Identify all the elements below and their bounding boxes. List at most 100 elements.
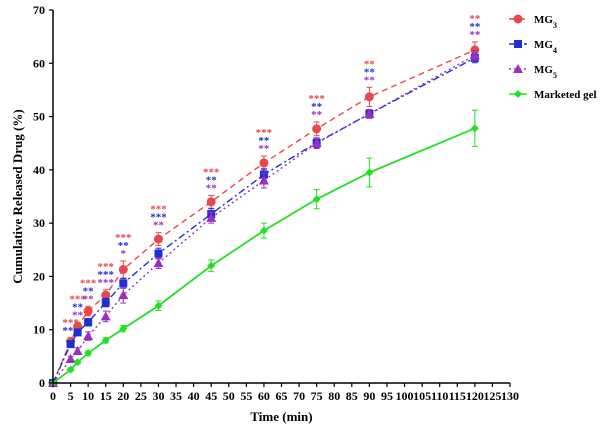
- legend: MG3 MG4 MG5 Marketed gel: [509, 14, 597, 101]
- legend-item-1: MG4: [509, 39, 557, 55]
- y-tick-label: 10: [33, 323, 45, 337]
- y-tick-label: 0: [39, 376, 45, 390]
- data-point: [100, 311, 111, 321]
- series-1: [49, 52, 479, 387]
- significance-mark: **: [311, 101, 323, 113]
- x-tick-label: 35: [170, 389, 182, 403]
- data-point: [119, 279, 128, 288]
- series-line: [52, 54, 476, 384]
- data-point: [83, 306, 93, 316]
- y-tick-label: 70: [33, 3, 45, 17]
- data-point: [470, 45, 480, 55]
- legend-label: Marketed gel: [534, 89, 597, 101]
- data-point: [101, 290, 111, 300]
- data-point: [259, 158, 269, 168]
- significance-mark: ***: [256, 127, 273, 139]
- x-tick-label: 90: [363, 389, 375, 403]
- legend-marker: [513, 14, 523, 24]
- x-tick-label: 105: [413, 389, 431, 403]
- data-point: [66, 365, 75, 374]
- legend-label-subscript: 4: [553, 46, 557, 55]
- legend-item-3: Marketed gel: [509, 89, 597, 101]
- y-axis-title: Cumulative Released Drug (%): [10, 109, 25, 283]
- series-line: [52, 57, 476, 384]
- significance-mark: **: [118, 240, 130, 252]
- significance-mark: ***: [150, 212, 167, 224]
- x-tick-label: 80: [328, 389, 340, 403]
- data-point: [72, 346, 83, 356]
- significance-annotations: ****************************************…: [62, 13, 481, 337]
- legend-label-subscript: 5: [553, 71, 557, 80]
- x-tick-label: 100: [396, 389, 414, 403]
- significance-mark: **: [83, 285, 95, 297]
- data-point: [84, 318, 93, 327]
- data-point: [470, 124, 479, 133]
- x-tick-label: 50: [223, 389, 235, 403]
- data-point: [154, 249, 163, 258]
- data-point: [206, 197, 216, 207]
- significance-mark: **: [469, 29, 481, 41]
- x-axis-title: Time (min): [250, 409, 312, 424]
- legend-marker: [514, 40, 522, 48]
- data-point: [84, 349, 93, 358]
- data-point: [311, 138, 322, 148]
- significance-mark: **: [364, 66, 376, 78]
- significance-mark: ***: [308, 93, 325, 105]
- x-tick-label: 10: [82, 389, 94, 403]
- legend-item-2: MG5: [509, 64, 557, 80]
- data-point: [207, 261, 216, 270]
- significance-mark: ***: [97, 261, 114, 273]
- legend-marker: [514, 90, 522, 98]
- x-tick-label: 130: [501, 389, 519, 403]
- x-tick-label: 110: [431, 389, 448, 403]
- legend-item-0: MG3: [509, 14, 557, 30]
- significance-mark: ***: [97, 269, 114, 281]
- y-tick-label: 20: [33, 269, 45, 283]
- x-tick-label: 25: [135, 389, 147, 403]
- x-tick-label: 40: [188, 389, 200, 403]
- significance-mark: **: [364, 74, 376, 86]
- x-tick-label: 95: [381, 389, 393, 403]
- legend-label: MG4: [534, 39, 557, 55]
- significance-mark: **: [72, 309, 84, 321]
- x-tick-label: 85: [346, 389, 358, 403]
- data-point: [364, 108, 375, 118]
- y-tick-label: 50: [33, 110, 45, 124]
- significance-mark: *: [121, 248, 127, 260]
- data-point: [469, 50, 480, 60]
- significance-mark: **: [469, 13, 481, 25]
- significance-mark: ***: [97, 277, 114, 289]
- x-tick-label: 60: [258, 389, 270, 403]
- significance-mark: **: [153, 220, 165, 232]
- data-point: [73, 328, 82, 337]
- significance-mark: ***: [115, 232, 132, 244]
- x-tick-label: 20: [117, 389, 129, 403]
- data-point: [258, 175, 269, 185]
- x-tick-label: 15: [100, 389, 112, 403]
- data-point: [154, 301, 163, 310]
- x-tick-label: 120: [466, 389, 484, 403]
- data-point: [83, 331, 94, 341]
- x-tick-label: 55: [240, 389, 252, 403]
- significance-mark: **: [258, 143, 270, 155]
- y-tick-label: 30: [33, 216, 45, 230]
- data-point: [206, 212, 217, 222]
- y-tick-label: 40: [33, 163, 45, 177]
- significance-mark: **: [364, 58, 376, 70]
- significance-mark: **: [258, 135, 270, 147]
- x-tick-label: 30: [152, 389, 164, 403]
- data-point: [73, 358, 82, 367]
- x-tick-label: 45: [205, 389, 217, 403]
- data-point: [365, 168, 374, 177]
- data-point: [101, 336, 110, 345]
- significance-mark: **: [206, 174, 218, 186]
- significance-mark: **: [469, 21, 481, 33]
- x-tick-label: 125: [483, 389, 501, 403]
- significance-mark: **: [72, 301, 84, 313]
- data-point: [118, 290, 129, 300]
- data-point: [118, 265, 128, 275]
- y-ticks: 0 10 20 30 40 50 60 70: [33, 3, 53, 390]
- data-point: [153, 258, 164, 268]
- x-tick-label: 70: [293, 389, 305, 403]
